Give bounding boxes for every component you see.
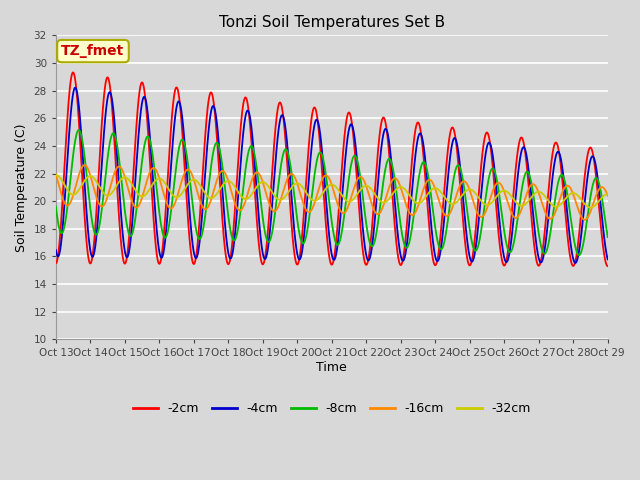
Legend: -2cm, -4cm, -8cm, -16cm, -32cm: -2cm, -4cm, -8cm, -16cm, -32cm: [127, 397, 536, 420]
-2cm: [264, 231, 271, 237]
-16cm: [52, 171, 60, 177]
-32cm: [604, 192, 612, 197]
-2cm: [52, 261, 60, 266]
-16cm: [593, 190, 601, 195]
-2cm: [593, 183, 601, 189]
X-axis label: Time: Time: [316, 361, 347, 374]
-32cm: [534, 189, 541, 195]
Line: -8cm: -8cm: [56, 130, 608, 255]
-8cm: [75, 127, 83, 133]
-16cm: [264, 196, 271, 202]
-32cm: [264, 182, 271, 188]
Line: -16cm: -16cm: [56, 165, 608, 220]
-2cm: [115, 213, 123, 219]
-2cm: [288, 222, 296, 228]
-32cm: [52, 172, 60, 178]
-32cm: [587, 205, 595, 211]
-8cm: [148, 146, 156, 152]
-32cm: [593, 201, 601, 206]
-16cm: [604, 193, 612, 199]
Y-axis label: Soil Temperature (C): Soil Temperature (C): [15, 123, 28, 252]
-2cm: [69, 70, 77, 75]
-32cm: [287, 185, 295, 191]
-8cm: [288, 170, 296, 176]
-8cm: [52, 204, 60, 210]
Title: Tonzi Soil Temperatures Set B: Tonzi Soil Temperatures Set B: [219, 15, 445, 30]
-8cm: [575, 252, 583, 258]
-8cm: [115, 156, 123, 161]
-16cm: [534, 187, 541, 193]
-8cm: [534, 223, 541, 228]
-4cm: [264, 248, 271, 253]
-2cm: [604, 263, 612, 269]
-4cm: [288, 195, 296, 201]
-4cm: [534, 250, 541, 255]
Line: -32cm: -32cm: [56, 175, 608, 208]
-4cm: [115, 181, 123, 187]
-16cm: [81, 162, 88, 168]
-4cm: [572, 260, 579, 266]
Text: TZ_fmet: TZ_fmet: [61, 44, 125, 58]
-32cm: [148, 183, 156, 189]
-4cm: [52, 247, 60, 253]
-2cm: [148, 188, 156, 193]
Line: -2cm: -2cm: [56, 72, 608, 266]
-8cm: [593, 176, 601, 181]
-4cm: [148, 158, 156, 164]
Line: -4cm: -4cm: [56, 88, 608, 263]
-16cm: [581, 217, 589, 223]
-32cm: [115, 180, 123, 185]
-16cm: [115, 164, 123, 169]
-4cm: [593, 172, 601, 178]
-16cm: [288, 171, 296, 177]
-8cm: [264, 239, 271, 244]
-2cm: [534, 262, 541, 267]
-8cm: [604, 234, 612, 240]
-16cm: [148, 166, 156, 172]
-4cm: [604, 256, 612, 262]
-4cm: [71, 85, 79, 91]
